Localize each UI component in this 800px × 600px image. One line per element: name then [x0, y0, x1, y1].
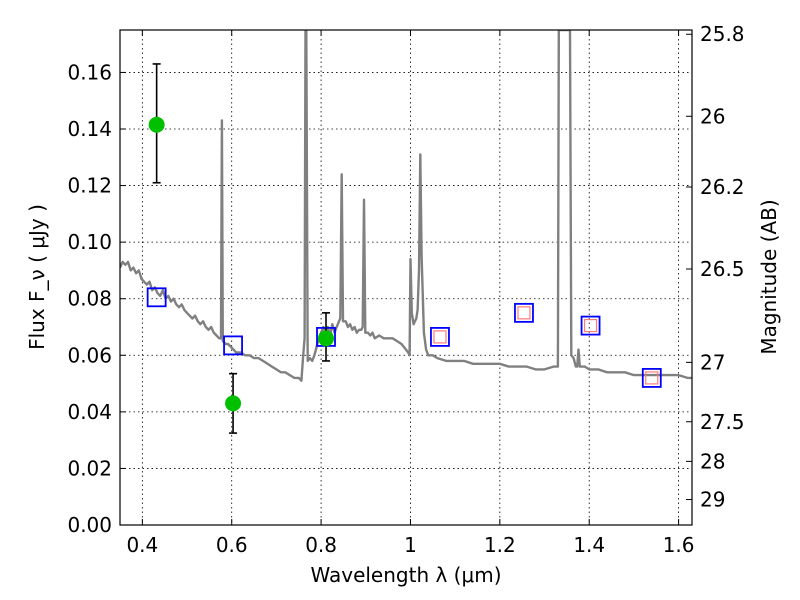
- x-tick-label: 1.6: [663, 533, 695, 557]
- y-axis-label: Flux F_ν ( μJy ): [25, 204, 49, 350]
- y-tick-label: 0.04: [67, 400, 112, 424]
- model-photometry-marker: [580, 315, 601, 336]
- right-tick-label: 27: [700, 350, 725, 374]
- plot-area: [120, 30, 692, 434]
- y-tick-label: 0.12: [67, 174, 112, 198]
- right-tick-label: 27.5: [700, 410, 745, 434]
- x-axis-ticks: 0.4 0.6 0.8 1 1.2 1.4 1.6: [126, 30, 695, 557]
- y-tick-label: 0.00: [67, 513, 112, 537]
- y-tick-label: 0.14: [67, 117, 112, 141]
- x-tick-label: 1: [404, 533, 417, 557]
- right-tick-label: 26: [700, 104, 725, 128]
- x-tick-label: 0.4: [126, 533, 158, 557]
- observed-photometry-inner-marker: [433, 330, 447, 344]
- observed-photometry-point: [318, 330, 335, 347]
- x-tick-label: 1.2: [484, 533, 516, 557]
- right-axis-ticks: 25.8 26 26.2 26.5 27 27.5 28 29: [686, 22, 745, 512]
- observed-photometry-inner-marker: [583, 318, 598, 333]
- model-photometry-marker: [430, 326, 450, 347]
- model-photometry-marker: [146, 287, 167, 308]
- plot-frame: [119, 29, 693, 526]
- model-photometry-marker: [223, 335, 243, 356]
- x-tick-label: 0.8: [305, 533, 337, 557]
- y-tick-label: 0.02: [67, 456, 112, 480]
- x-tick-label: 1.4: [573, 533, 605, 557]
- observed-photometry-inner-marker: [517, 306, 531, 320]
- right-axis-label: Magnitude (AB): [757, 199, 781, 354]
- right-tick-label: 25.8: [700, 22, 745, 46]
- observed-photometry-inner-marker: [645, 371, 659, 385]
- y-tick-label: 0.06: [67, 343, 112, 367]
- model-photometry-marker: [514, 302, 534, 323]
- y-axis-ticks: 0.00 0.02 0.04 0.06 0.08 0.10 0.12 0.14 0.16: [67, 60, 126, 537]
- grid-lines: [120, 30, 692, 526]
- right-tick-label: 29: [700, 488, 725, 512]
- right-tick-label: 26.2: [700, 175, 745, 199]
- x-axis-label: Wavelength λ (μm): [310, 563, 501, 587]
- right-tick-label: 28: [700, 449, 725, 473]
- y-tick-label: 0.08: [67, 287, 112, 311]
- right-tick-label: 26.5: [700, 257, 745, 281]
- observed-photometry-point: [225, 395, 242, 412]
- y-tick-label: 0.10: [67, 230, 112, 254]
- model-photometry-marker: [641, 368, 662, 388]
- y-tick-label: 0.16: [67, 60, 112, 84]
- sed-model-line: [120, 30, 692, 382]
- observed-photometry-point: [148, 116, 165, 133]
- x-tick-label: 0.6: [216, 533, 248, 557]
